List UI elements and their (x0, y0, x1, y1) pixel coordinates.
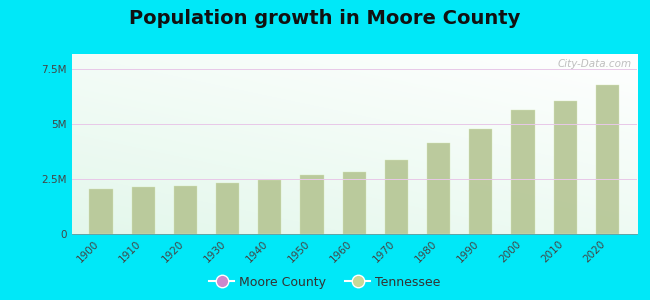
Bar (469, 129, 493, 234)
Bar (258, 180, 281, 234)
Bar (596, 85, 619, 234)
Bar (512, 110, 535, 234)
Bar (427, 143, 450, 234)
Bar (132, 187, 155, 234)
Legend: Moore County, Tennessee: Moore County, Tennessee (205, 271, 445, 294)
Bar (343, 172, 366, 234)
Bar (174, 186, 197, 234)
Bar (216, 183, 239, 234)
Text: City-Data.com: City-Data.com (557, 59, 631, 69)
Bar (300, 175, 324, 234)
Bar (385, 160, 408, 234)
Text: Population growth in Moore County: Population growth in Moore County (129, 9, 521, 28)
Bar (554, 101, 577, 234)
Bar (90, 189, 112, 234)
